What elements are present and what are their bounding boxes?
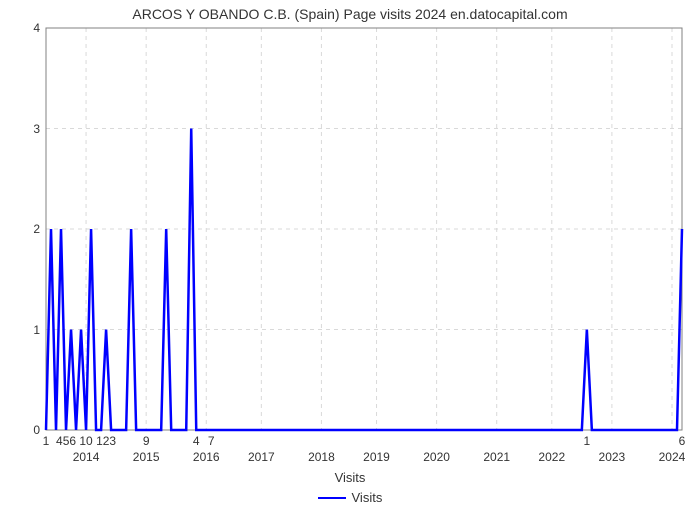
year-label: 2018 xyxy=(308,430,335,464)
year-label: 2022 xyxy=(538,430,565,464)
x-tick-label: 6 xyxy=(679,430,686,448)
x-tick-label: 10 xyxy=(79,430,92,448)
year-label: 2023 xyxy=(599,430,626,464)
x-tick-label: 4 xyxy=(193,430,200,448)
y-tick-label: 3 xyxy=(33,122,46,136)
legend-swatch xyxy=(318,497,346,499)
year-label: 2019 xyxy=(363,430,390,464)
chart-container: ARCOS Y OBANDO C.B. (Spain) Page visits … xyxy=(0,0,700,500)
y-tick-label: 4 xyxy=(33,21,46,35)
plot-area: 0123420142015201620172018201920202021202… xyxy=(46,28,682,430)
year-label: 2017 xyxy=(248,430,275,464)
plot-svg xyxy=(46,28,682,430)
x-tick-label: 123 xyxy=(96,430,116,448)
x-axis-label: Visits xyxy=(0,470,700,485)
year-label: 2020 xyxy=(423,430,450,464)
x-tick-label: 1 xyxy=(43,430,50,448)
chart-title: ARCOS Y OBANDO C.B. (Spain) Page visits … xyxy=(0,6,700,22)
x-tick-label: 7 xyxy=(208,430,215,448)
x-tick-label: 456 xyxy=(56,430,76,448)
y-tick-label: 1 xyxy=(33,323,46,337)
legend-label: Visits xyxy=(352,490,383,505)
x-tick-label: 9 xyxy=(143,430,150,448)
y-tick-label: 2 xyxy=(33,222,46,236)
legend: Visits xyxy=(318,490,383,505)
year-label: 2021 xyxy=(483,430,510,464)
x-tick-label: 1 xyxy=(584,430,591,448)
